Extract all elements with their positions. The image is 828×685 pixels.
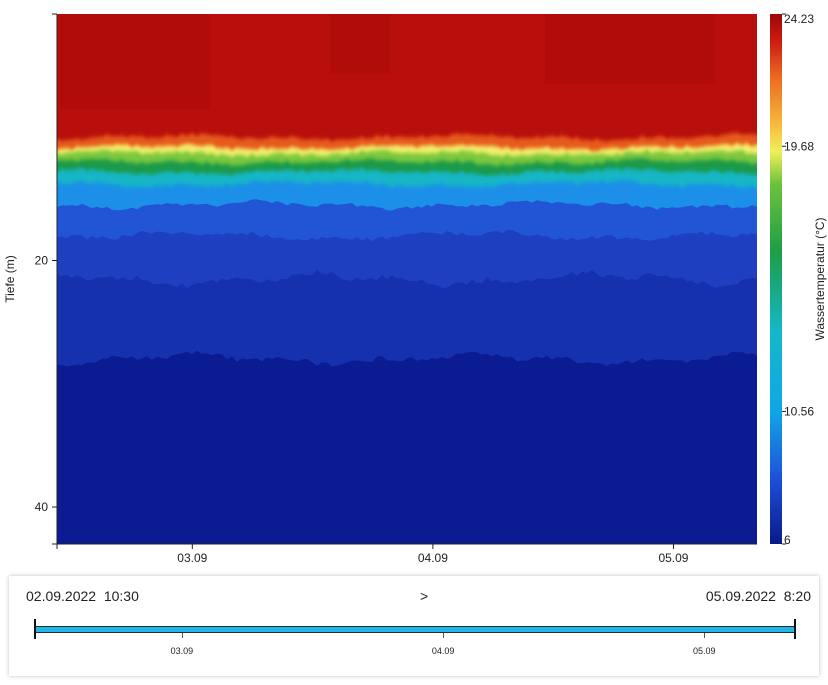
range-slider-end-handle[interactable] xyxy=(794,619,796,639)
range-slider-tick-label: 04.09 xyxy=(431,646,455,656)
range-slider-tick xyxy=(704,633,706,638)
colorbar-tick-label: 10.56 xyxy=(784,404,814,418)
range-slider-tick xyxy=(443,633,445,638)
y-tick-label: 40 xyxy=(35,500,49,514)
colorbar-tick-label: 19.68 xyxy=(784,139,814,153)
colorbar-title: Wassertemperatur (°C) xyxy=(813,217,827,340)
x-tick-label: 04.09 xyxy=(418,551,448,565)
surface-patch xyxy=(60,14,210,109)
x-axis-ticks: 03.09 04.09 05.09 xyxy=(56,544,689,565)
layer-deep-blue xyxy=(57,350,757,544)
range-end-label: 05.09.2022 8:20 xyxy=(705,588,811,604)
heatmap-plot-area xyxy=(57,14,757,544)
colorbar-tick-label: 6 xyxy=(784,533,791,547)
x-tick-label: 03.09 xyxy=(177,551,207,565)
surface-patch xyxy=(545,14,715,84)
colorbar xyxy=(770,14,782,544)
range-start-label: 02.09.2022 10:30 xyxy=(26,588,139,604)
range-slider-start-handle[interactable] xyxy=(34,619,36,639)
colorbar-tick-label: 24.23 xyxy=(784,12,814,26)
colorbar-ticks: 24.23 19.68 10.56 6 xyxy=(782,12,814,547)
range-separator: > xyxy=(420,588,429,604)
range-slider-tick-label: 05.09 xyxy=(693,646,716,656)
range-slider-track[interactable] xyxy=(35,626,795,633)
surface-patch xyxy=(330,14,390,74)
range-slider-tick-label: 03.09 xyxy=(170,646,194,656)
y-tick-label: 20 xyxy=(35,254,49,268)
date-range-panel: 02.09.2022 10:30 > 05.09.2022 8:20 03.09… xyxy=(9,576,819,676)
x-tick-label: 05.09 xyxy=(658,551,688,565)
range-slider-tick xyxy=(181,633,183,638)
y-axis-title: Tiefe (m) xyxy=(3,255,17,303)
